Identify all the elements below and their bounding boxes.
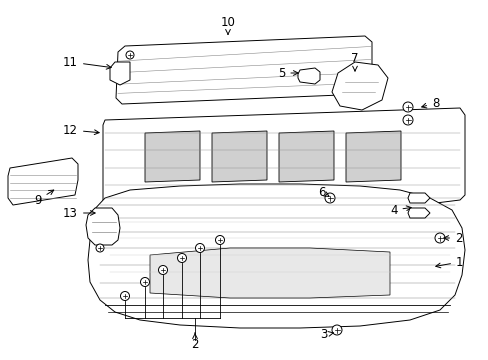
Text: 6: 6 — [317, 185, 328, 198]
Polygon shape — [110, 62, 130, 85]
Polygon shape — [116, 36, 371, 104]
Text: 4: 4 — [389, 203, 410, 216]
Circle shape — [215, 235, 224, 244]
Text: 13: 13 — [63, 207, 95, 220]
Polygon shape — [346, 131, 400, 182]
Text: 10: 10 — [220, 15, 235, 34]
Text: 8: 8 — [421, 96, 439, 109]
Polygon shape — [150, 248, 389, 298]
Polygon shape — [88, 184, 464, 328]
Polygon shape — [331, 62, 387, 110]
Text: 3: 3 — [319, 328, 333, 342]
Polygon shape — [297, 68, 319, 84]
Circle shape — [402, 115, 412, 125]
Circle shape — [140, 278, 149, 287]
Polygon shape — [103, 108, 464, 207]
Polygon shape — [279, 131, 333, 182]
Circle shape — [126, 51, 134, 59]
Circle shape — [331, 325, 341, 335]
Text: 5: 5 — [278, 67, 298, 80]
Circle shape — [158, 266, 167, 274]
Text: 2: 2 — [443, 231, 462, 244]
Polygon shape — [8, 158, 78, 205]
Polygon shape — [407, 208, 429, 218]
Circle shape — [177, 253, 186, 262]
Polygon shape — [145, 131, 200, 182]
Circle shape — [120, 292, 129, 301]
Polygon shape — [86, 208, 120, 245]
Text: 1: 1 — [435, 256, 463, 269]
Text: 7: 7 — [350, 51, 358, 71]
Circle shape — [96, 244, 104, 252]
Text: 12: 12 — [63, 123, 99, 136]
Circle shape — [325, 193, 334, 203]
Text: 9: 9 — [34, 190, 54, 207]
Text: 11: 11 — [63, 55, 111, 69]
Circle shape — [195, 243, 204, 252]
Polygon shape — [212, 131, 266, 182]
Polygon shape — [407, 193, 429, 203]
Text: 2: 2 — [191, 333, 198, 351]
Circle shape — [434, 233, 444, 243]
Circle shape — [402, 102, 412, 112]
